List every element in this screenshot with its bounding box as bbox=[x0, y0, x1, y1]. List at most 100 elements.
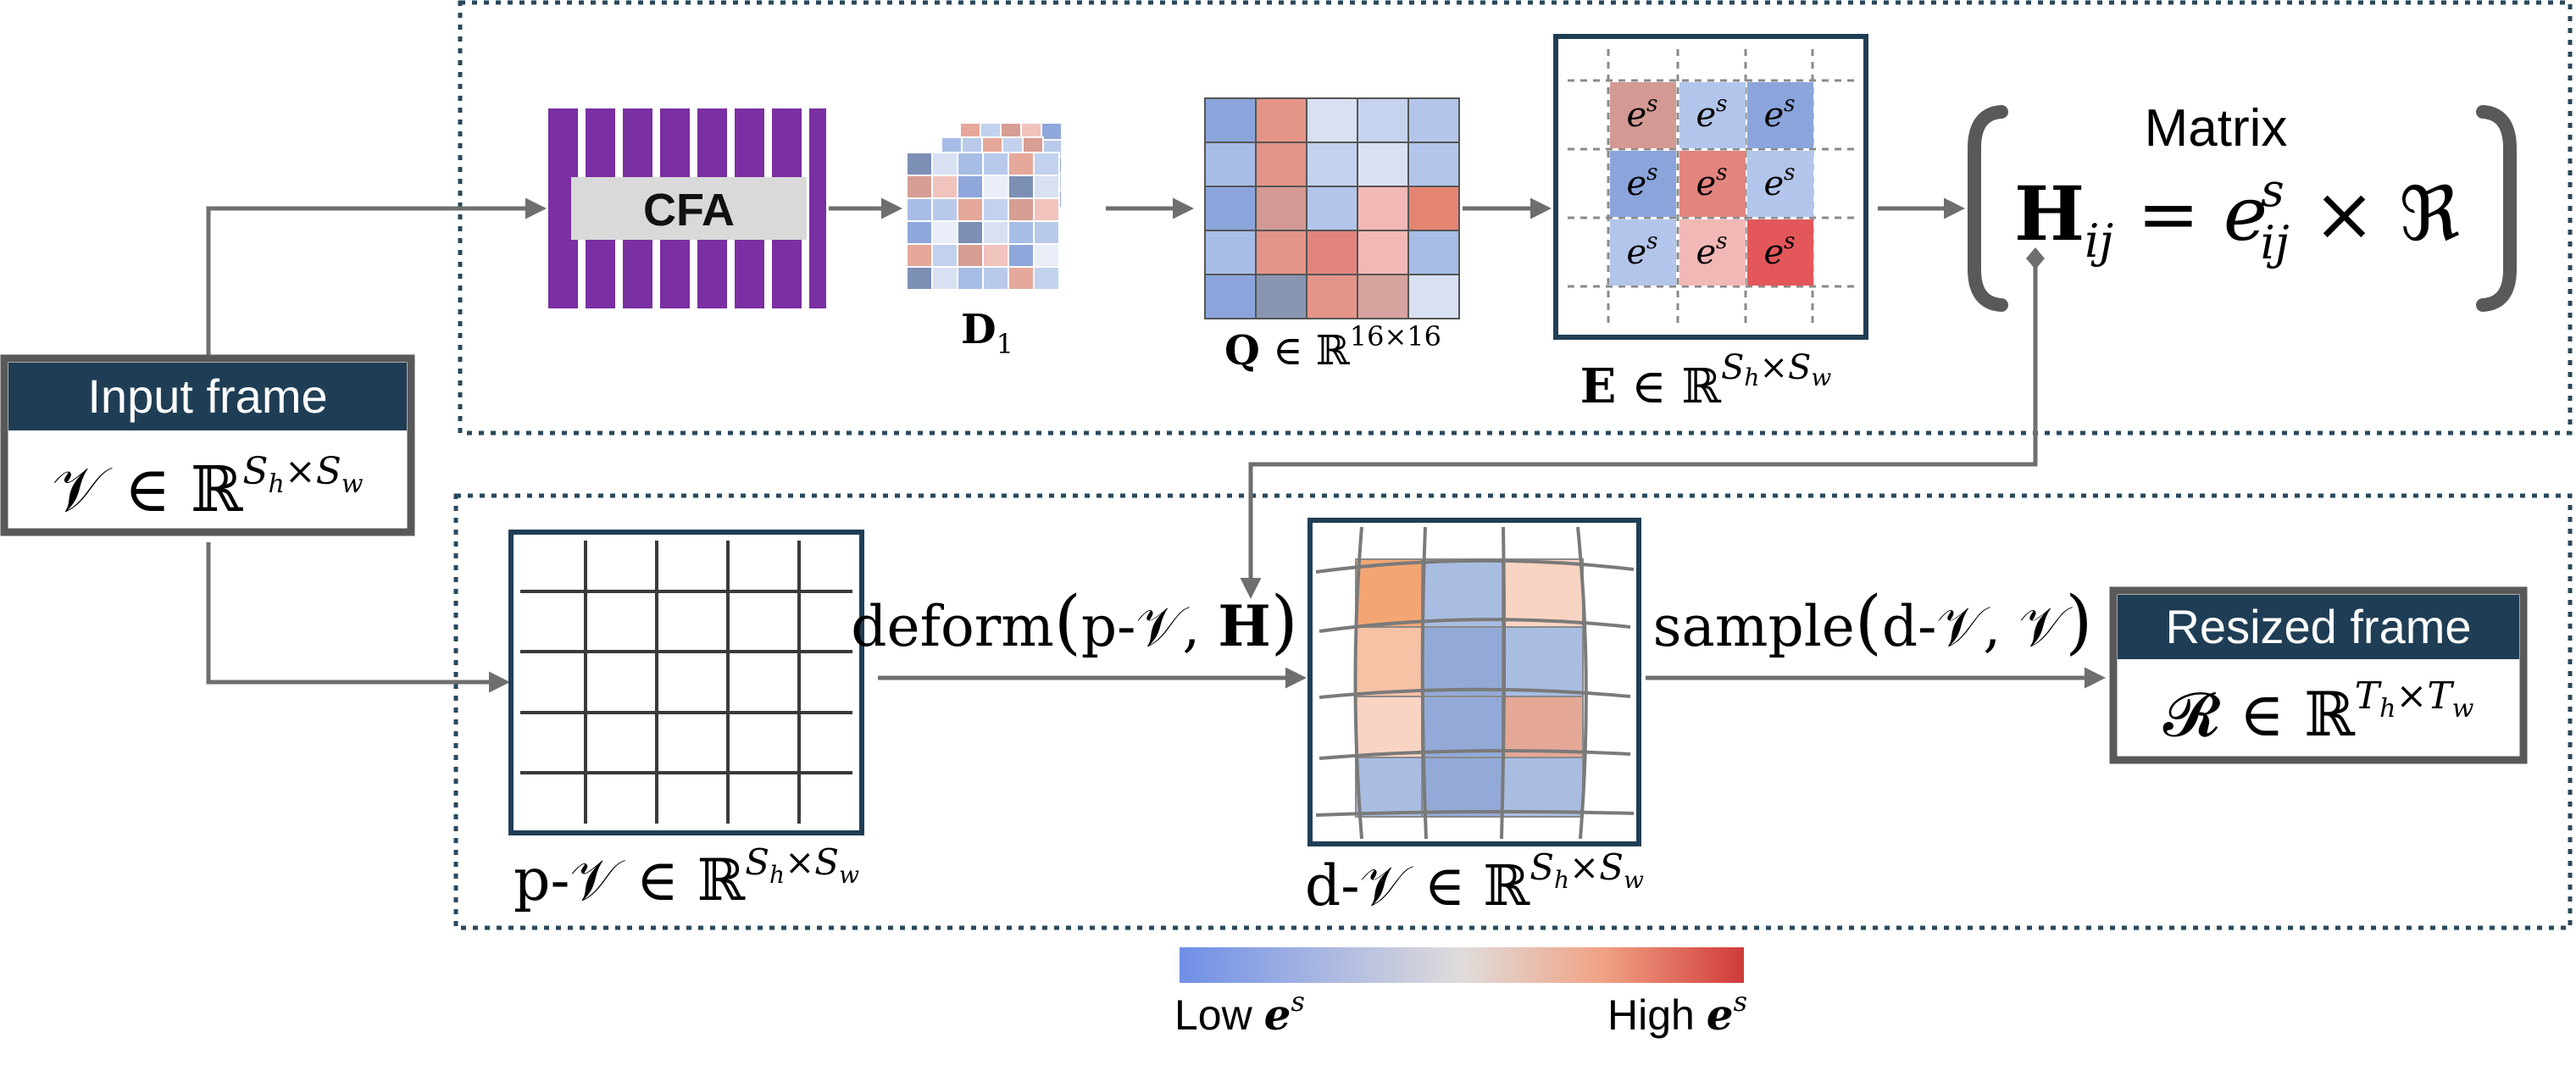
matrix-formula: Matrix Hij = es ij × ℜ bbox=[1968, 99, 2517, 312]
deform-label: deform(p-𝒱, H) bbox=[851, 582, 1297, 663]
e-cell-label: es bbox=[1626, 160, 1657, 203]
e-cell bbox=[1747, 82, 1813, 148]
e-cell-label: es bbox=[1626, 92, 1657, 135]
e-cell bbox=[1679, 151, 1746, 217]
heatmap-cell bbox=[906, 266, 933, 291]
d-cell bbox=[1502, 696, 1584, 758]
e-cell bbox=[1679, 219, 1746, 286]
heatmap-cell bbox=[906, 220, 933, 245]
q-cell bbox=[1204, 97, 1257, 143]
arrow-matrix-to-deform bbox=[1240, 261, 2038, 599]
heatmap-cell bbox=[931, 266, 958, 291]
d-cell bbox=[1502, 558, 1584, 628]
q-cell bbox=[1407, 97, 1460, 143]
heatmap-cell bbox=[1008, 197, 1035, 222]
heatmap-cell bbox=[1033, 220, 1060, 245]
d-cell bbox=[1355, 757, 1423, 818]
q-cell bbox=[1357, 142, 1409, 187]
e-cell bbox=[1610, 151, 1676, 217]
matrix-title: Matrix bbox=[2145, 99, 2288, 158]
heatmap-cell bbox=[1041, 122, 1063, 141]
p-grid-label: p-𝒱 ∈ ℝSh×Sw bbox=[514, 841, 859, 914]
heatmap-cell bbox=[931, 152, 958, 176]
e-cell-label: es bbox=[1696, 160, 1727, 203]
q-cell bbox=[1204, 142, 1257, 187]
q-cell bbox=[1357, 230, 1409, 275]
d-cell bbox=[1355, 558, 1423, 628]
heatmap-cell bbox=[906, 197, 933, 222]
e-cell-label: es bbox=[1763, 160, 1795, 203]
q-cell bbox=[1255, 186, 1307, 231]
d-grid-label: d-𝒱 ∈ ℝSh×Sw bbox=[1305, 846, 1644, 918]
heatmap-cell bbox=[957, 220, 984, 245]
arrow-input-to-p-grid bbox=[206, 542, 510, 693]
left-bracket bbox=[1968, 105, 2008, 312]
heatmap-cell bbox=[906, 243, 933, 268]
e-cell-label: es bbox=[1626, 229, 1657, 272]
heatmap-cell bbox=[931, 197, 958, 222]
d-cell bbox=[1421, 626, 1503, 697]
q-cell bbox=[1204, 274, 1257, 319]
q-cell bbox=[1407, 230, 1460, 275]
input-frame-title: Input frame bbox=[87, 369, 327, 423]
heatmap-cell bbox=[1033, 243, 1060, 268]
q-cell bbox=[1255, 97, 1307, 143]
bottom-stage-box bbox=[453, 493, 2573, 930]
e-cell bbox=[1747, 151, 1813, 217]
q-cell bbox=[1306, 142, 1358, 187]
matrix-connector-diamond bbox=[2026, 247, 2045, 269]
d1-label: D1 bbox=[961, 306, 1013, 360]
heatmap-cell bbox=[982, 152, 1009, 176]
q-cell bbox=[1255, 142, 1307, 187]
heatmap-cell bbox=[1008, 175, 1035, 199]
d-cell bbox=[1421, 558, 1503, 628]
e-cell-label: es bbox=[1696, 229, 1727, 272]
heatmap-cell bbox=[1008, 243, 1035, 268]
p-grid bbox=[508, 530, 864, 835]
d-cell bbox=[1421, 757, 1503, 818]
colorbar-low-label: Low es bbox=[1174, 985, 1305, 1040]
d-cell bbox=[1355, 626, 1423, 697]
heatmap-cell bbox=[957, 175, 984, 199]
d-cell bbox=[1355, 696, 1423, 758]
top-stage-box bbox=[458, 0, 2573, 436]
e-label: E ∈ ℝSh×Sw bbox=[1580, 348, 1832, 414]
heatmap-cell bbox=[957, 243, 984, 268]
resized-frame-formula: 𝓡 ∈ ℝTh×Tw bbox=[2163, 674, 2474, 750]
colorbar-gradient bbox=[1180, 947, 1744, 983]
heatmap-cell bbox=[982, 175, 1009, 199]
colorbar: Low es High es bbox=[1174, 947, 1747, 1040]
heatmap-cell bbox=[931, 175, 958, 199]
matrix-equation: Hij = es ij × ℜ bbox=[2014, 164, 2460, 269]
right-bracket bbox=[2476, 105, 2517, 312]
heatmap-cell bbox=[982, 220, 1009, 245]
heatmap-cell bbox=[1033, 197, 1060, 222]
cfa-block: CFA bbox=[548, 108, 826, 308]
q-matrix bbox=[1204, 97, 1460, 319]
q-cell bbox=[1357, 186, 1409, 231]
q-cell bbox=[1306, 230, 1358, 275]
e-cell bbox=[1747, 219, 1813, 286]
q-cell bbox=[1357, 274, 1409, 319]
arrows bbox=[206, 197, 2106, 693]
q-cell bbox=[1255, 230, 1307, 275]
resized-frame-box: Resized frame 𝓡 ∈ ℝTh×Tw bbox=[2109, 586, 2528, 764]
d1-feature-stack bbox=[906, 122, 1063, 291]
q-cell bbox=[1255, 274, 1307, 319]
heatmap-cell bbox=[957, 197, 984, 222]
d-grid bbox=[1307, 518, 1641, 846]
q-cell bbox=[1407, 274, 1460, 319]
d-cell bbox=[1421, 696, 1503, 758]
e-cell bbox=[1610, 219, 1676, 286]
cfa-label: CFA bbox=[643, 185, 735, 236]
q-cell bbox=[1204, 230, 1257, 275]
heatmap-cell bbox=[1008, 266, 1035, 291]
q-cell bbox=[1306, 97, 1358, 143]
arrow-input-to-cfa bbox=[206, 197, 547, 356]
q-cell bbox=[1357, 97, 1409, 143]
heatmap-cell bbox=[906, 175, 933, 199]
e-cell-label: es bbox=[1763, 92, 1795, 135]
heatmap-cell bbox=[931, 243, 958, 268]
